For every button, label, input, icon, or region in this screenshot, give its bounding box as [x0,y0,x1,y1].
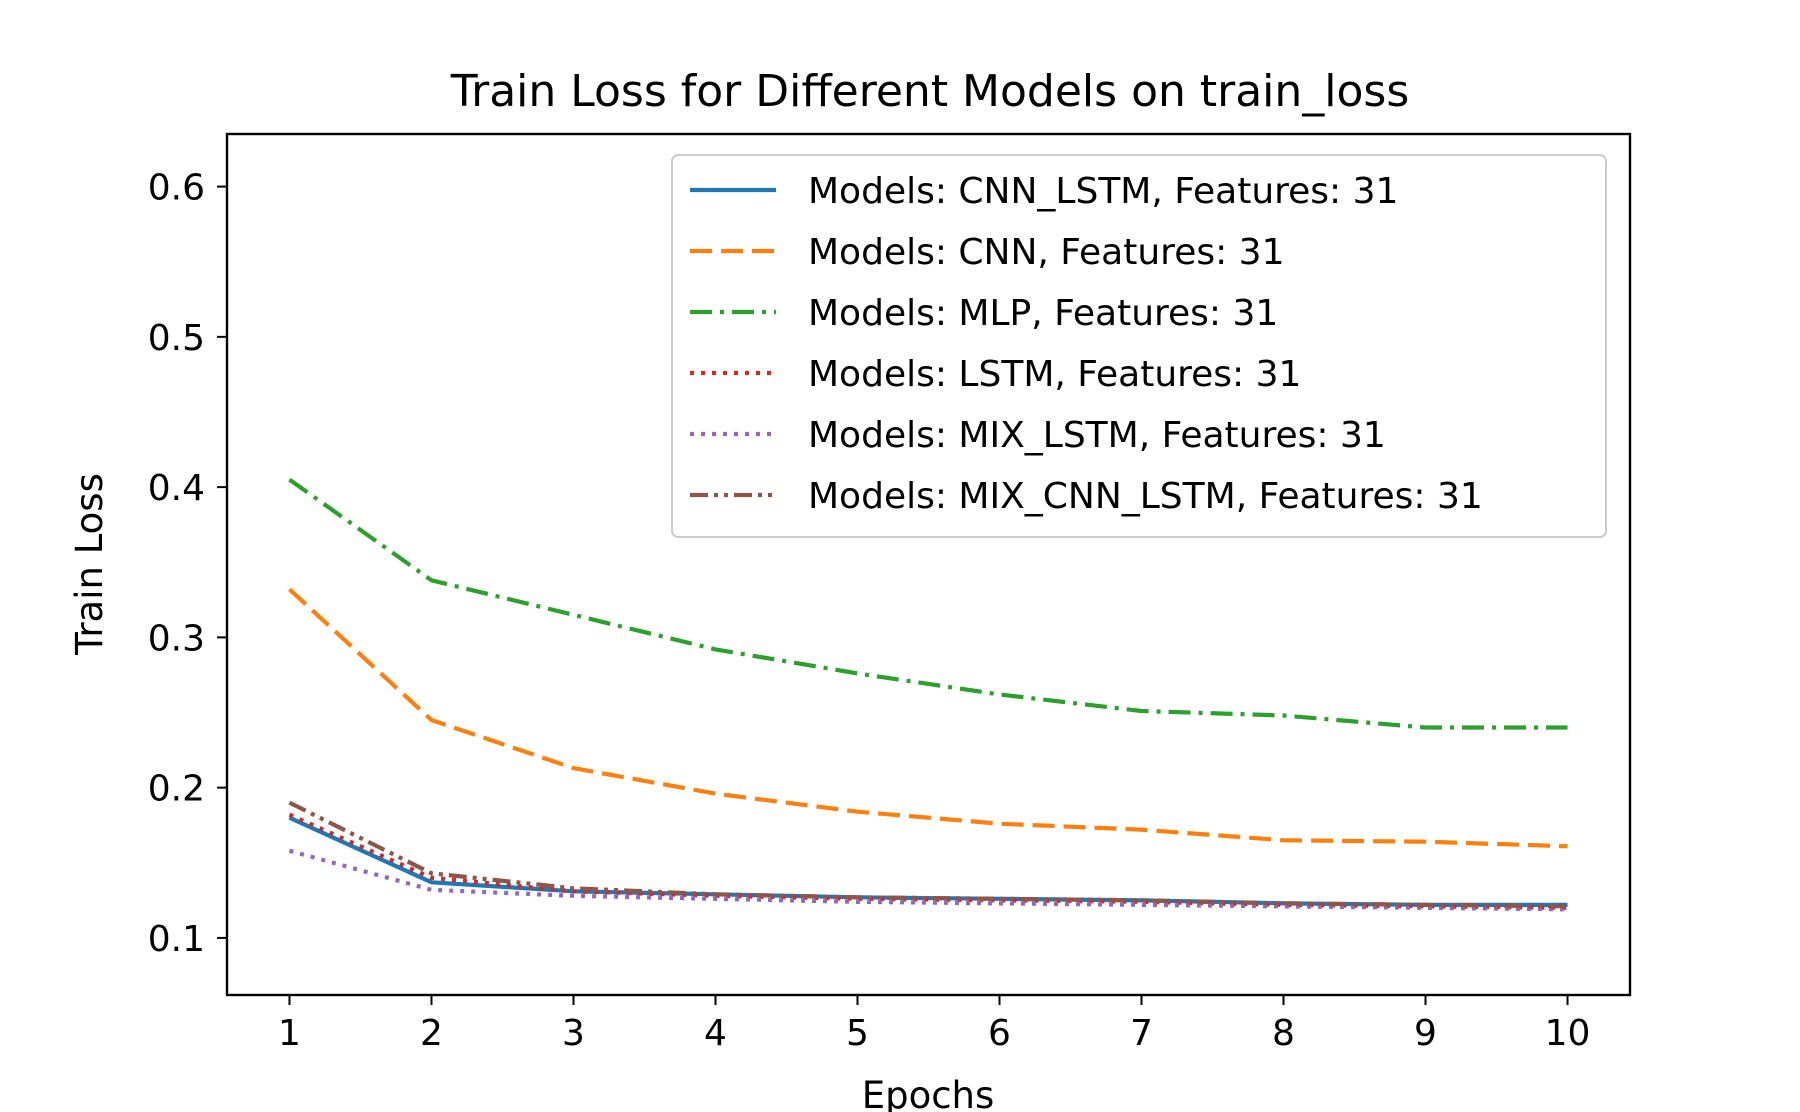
y-axis-label: Train Loss [68,473,111,656]
x-axis-label: Epochs [862,1074,995,1112]
plot-series-group [288,477,1568,912]
x-tick-label: 9 [1414,1013,1437,1054]
chart-title: Train Loss for Different Models on train… [450,66,1410,117]
plot-frame [225,132,1632,997]
y-tick-label: 0.3 [148,618,205,659]
y-tick-label: 0.4 [148,468,205,509]
legend-label: Models: MIX_CNN_LSTM, Features: 31 [808,476,1483,517]
legend-item: Models: CNN, Features: 31 [690,232,1284,273]
x-tick-label: 10 [1545,1013,1591,1054]
legend-label: Models: CNN_LSTM, Features: 31 [808,171,1398,212]
legend-item: Models: LSTM, Features: 31 [690,354,1301,395]
x-tick-label: 2 [420,1013,443,1054]
legend-item: Models: MIX_CNN_LSTM, Features: 31 [690,476,1483,517]
legend-label: Models: CNN, Features: 31 [808,232,1284,273]
y-axis-ticks: 0.1 0.2 0.3 0.4 0.5 0.6 [148,168,227,960]
y-tick-label: 0.1 [148,919,205,960]
legend-item: Models: CNN_LSTM, Features: 31 [690,171,1398,212]
legend-label: Models: MLP, Features: 31 [808,293,1278,334]
y-tick-label: 0.2 [148,769,205,810]
legend-label: Models: MIX_LSTM, Features: 31 [808,415,1386,456]
x-tick-label: 5 [846,1013,869,1054]
legend: Models: CNN_LSTM, Features: 31 Models: CN… [671,154,1607,538]
x-tick-label: 8 [1272,1013,1295,1054]
legend-item: Models: MLP, Features: 31 [690,293,1278,334]
legend-box [671,154,1607,538]
y-tick-label: 0.5 [148,318,205,359]
series-line-2 [288,477,1568,730]
series-line-4 [288,848,1568,912]
x-tick-label: 1 [278,1013,301,1054]
x-tick-label: 3 [562,1013,585,1054]
y-tick-label: 0.6 [148,168,205,209]
series-line-1 [288,587,1568,849]
x-tick-label: 6 [988,1013,1011,1054]
legend-item: Models: MIX_LSTM, Features: 31 [690,415,1386,456]
x-tick-label: 4 [704,1013,727,1054]
legend-label: Models: LSTM, Features: 31 [808,354,1301,395]
x-tick-label: 7 [1130,1013,1153,1054]
x-axis-ticks: 1 2 3 4 5 6 7 8 9 10 [278,995,1590,1054]
series-line-5 [288,800,1568,909]
